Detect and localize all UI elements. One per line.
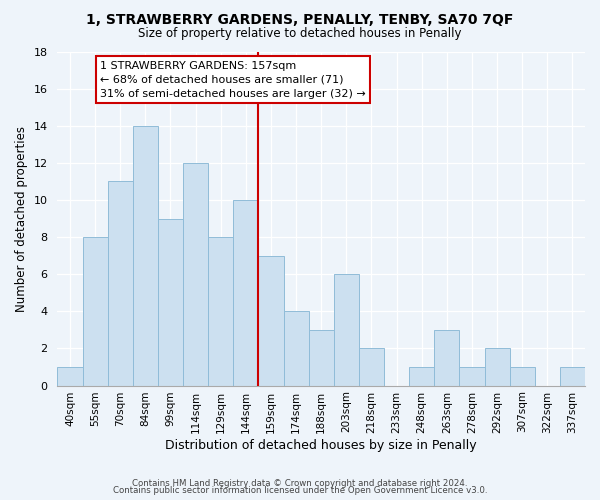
Y-axis label: Number of detached properties: Number of detached properties xyxy=(15,126,28,312)
Bar xyxy=(208,237,233,386)
Bar xyxy=(409,367,434,386)
Bar xyxy=(359,348,384,386)
Bar xyxy=(284,312,308,386)
Text: Contains public sector information licensed under the Open Government Licence v3: Contains public sector information licen… xyxy=(113,486,487,495)
Text: Size of property relative to detached houses in Penally: Size of property relative to detached ho… xyxy=(138,28,462,40)
Bar xyxy=(83,237,107,386)
Bar xyxy=(107,182,133,386)
Bar xyxy=(158,218,183,386)
Text: Contains HM Land Registry data © Crown copyright and database right 2024.: Contains HM Land Registry data © Crown c… xyxy=(132,478,468,488)
Bar xyxy=(334,274,359,386)
Bar xyxy=(485,348,509,386)
Bar xyxy=(133,126,158,386)
Bar xyxy=(560,367,585,386)
Bar xyxy=(58,367,83,386)
Bar xyxy=(308,330,334,386)
Text: 1 STRAWBERRY GARDENS: 157sqm
← 68% of detached houses are smaller (71)
31% of se: 1 STRAWBERRY GARDENS: 157sqm ← 68% of de… xyxy=(100,61,366,99)
Bar xyxy=(259,256,284,386)
Bar xyxy=(509,367,535,386)
Text: 1, STRAWBERRY GARDENS, PENALLY, TENBY, SA70 7QF: 1, STRAWBERRY GARDENS, PENALLY, TENBY, S… xyxy=(86,12,514,26)
Bar xyxy=(460,367,485,386)
X-axis label: Distribution of detached houses by size in Penally: Distribution of detached houses by size … xyxy=(166,440,477,452)
Bar xyxy=(233,200,259,386)
Bar xyxy=(434,330,460,386)
Bar xyxy=(183,163,208,386)
